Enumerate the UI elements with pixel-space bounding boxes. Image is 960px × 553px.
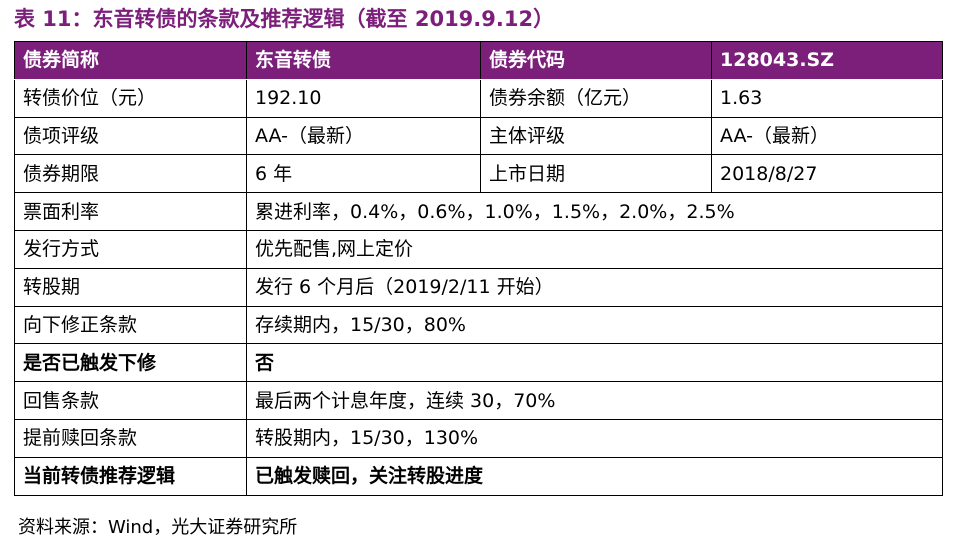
row-value: 存续期内，15/30，80% [246, 305, 943, 345]
table-row: 债券期限 6 年 上市日期 2018/8/27 [14, 154, 943, 194]
row-value: 累进利率，0.4%，0.6%，1.0%，1.5%，2.0%，2.5% [246, 192, 943, 231]
row-label: 票面利率 [14, 192, 247, 231]
table-row: 发行方式 优先配售,网上定价 [14, 229, 943, 269]
row-label: 回售条款 [14, 381, 247, 420]
row-value: 已触发赎回，关注转股进度 [246, 456, 943, 496]
header-cell-bond-code-value: 128043.SZ [711, 41, 943, 80]
row-label: 债项评级 [14, 116, 247, 156]
row-label: 债券期限 [14, 154, 247, 194]
header-cell-bond-code-label: 债券代码 [480, 41, 712, 80]
row-value: 最后两个计息年度，连续 30，70% [246, 381, 943, 420]
table-row: 是否已触发下修 否 [14, 343, 943, 383]
table-row: 票面利率 累进利率，0.4%，0.6%，1.0%，1.5%，2.0%，2.5% [14, 192, 943, 231]
row-value: 2018/8/27 [711, 154, 943, 194]
table-row: 转股期 发行 6 个月后（2019/2/11 开始） [14, 267, 943, 307]
table-row: 当前转债推荐逻辑 已触发赎回，关注转股进度 [14, 456, 943, 496]
row-label: 向下修正条款 [14, 305, 247, 345]
table-row: 向下修正条款 存续期内，15/30，80% [14, 305, 943, 345]
row-label: 转债价位（元） [14, 78, 247, 118]
row-value: AA-（最新） [246, 116, 481, 156]
row-label: 当前转债推荐逻辑 [14, 456, 247, 496]
table-row: 转债价位（元） 192.10 债券余额（亿元） 1.63 [14, 78, 943, 118]
row-value: 发行 6 个月后（2019/2/11 开始） [246, 267, 943, 307]
row-value: 优先配售,网上定价 [246, 229, 943, 269]
source-note: 资料来源：Wind，光大证券研究所 [18, 517, 298, 538]
table-row: 债项评级 AA-（最新） 主体评级 AA-（最新） [14, 116, 943, 156]
row-label: 债券余额（亿元） [480, 78, 712, 118]
table-row: 提前赎回条款 转股期内，15/30，130% [14, 418, 943, 458]
row-value: 1.63 [711, 78, 943, 118]
row-value: 192.10 [246, 78, 481, 118]
row-value: AA-（最新） [711, 116, 943, 156]
row-label: 提前赎回条款 [14, 418, 247, 458]
row-value: 转股期内，15/30，130% [246, 418, 943, 458]
header-cell-bond-name-value: 东音转债 [246, 41, 481, 80]
table-header-row: 债券简称 东音转债 债券代码 128043.SZ [14, 41, 943, 80]
row-label: 上市日期 [480, 154, 712, 194]
row-label: 主体评级 [480, 116, 712, 156]
row-value: 否 [246, 343, 943, 383]
bond-terms-table: 债券简称 东音转债 债券代码 128043.SZ 转债价位（元） 192.10 … [14, 41, 943, 496]
header-cell-bond-name-label: 债券简称 [14, 41, 247, 80]
row-value: 6 年 [246, 154, 481, 194]
row-label: 是否已触发下修 [14, 343, 247, 383]
row-label: 发行方式 [14, 229, 247, 269]
table-title: 表 11：东音转债的条款及推荐逻辑（截至 2019.9.12） [14, 7, 555, 31]
table-row: 回售条款 最后两个计息年度，连续 30，70% [14, 381, 943, 420]
row-label: 转股期 [14, 267, 247, 307]
